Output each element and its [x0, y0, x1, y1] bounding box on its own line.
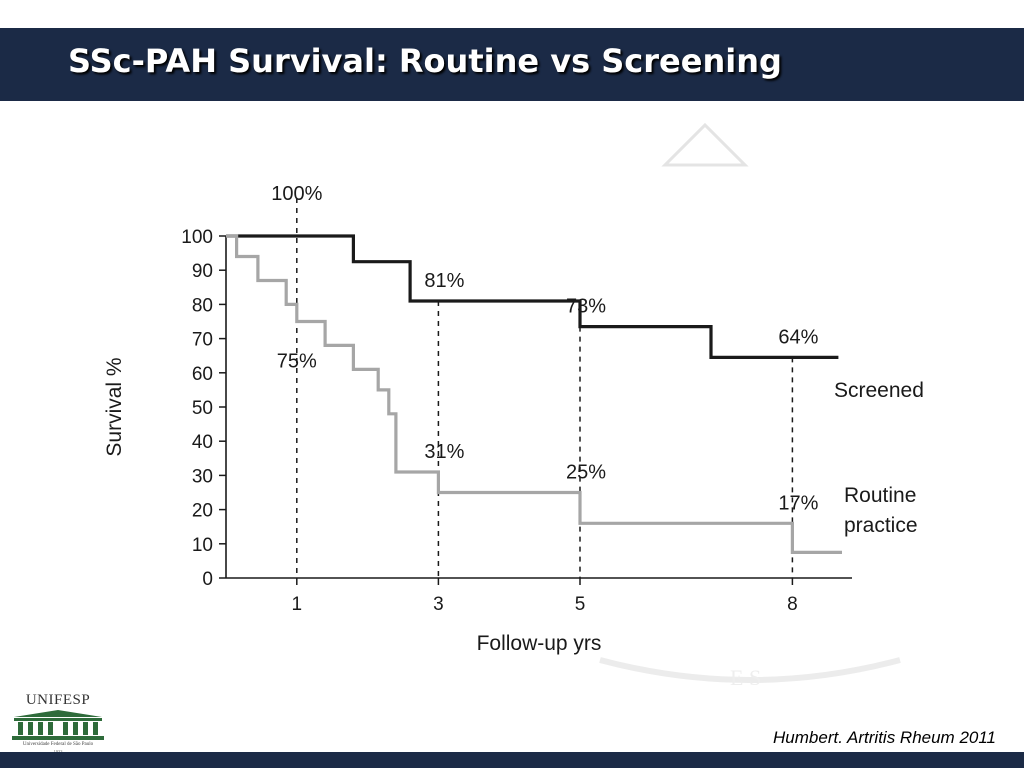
- building-icon: [12, 710, 104, 740]
- value-annotations: 100% 81% 73% 64% 75% 31% 25% 17%: [271, 183, 818, 514]
- logo-wordmark: UNIFESP: [25, 692, 91, 708]
- x-tick-label: 3: [433, 594, 444, 615]
- logo-year: 1933: [6, 749, 110, 754]
- y-tick-label: 10: [192, 535, 213, 556]
- x-tick-label: 1: [292, 594, 303, 615]
- dashed-guide-lines: [296, 198, 794, 578]
- x-axis: 1 3 5 8: [226, 577, 852, 615]
- slide-title: SSc-PAH Survival: Routine vs Screening: [68, 42, 782, 80]
- annotation-label: 25%: [566, 462, 606, 484]
- annotation-label: 73%: [566, 296, 606, 318]
- y-tick-label: 20: [192, 501, 213, 522]
- series-label: Routine: [844, 484, 916, 507]
- series-label: practice: [844, 514, 918, 537]
- annotation-label: 31%: [424, 441, 464, 463]
- bottom-bar: [0, 752, 1024, 768]
- y-tick-label: 0: [202, 569, 213, 590]
- unifesp-logo: UNIFESP Universidade Federal de São Paul…: [6, 692, 110, 762]
- y-axis: 0 10 20 30 40 50 60 70 80 90 100: [181, 227, 227, 590]
- y-tick-label: 60: [192, 364, 213, 385]
- y-tick-label: 80: [192, 295, 213, 316]
- y-axis-label: Survival %: [103, 357, 126, 456]
- y-tick-label: 30: [192, 466, 213, 487]
- screened-line: [226, 234, 839, 359]
- y-tick-label: 70: [192, 330, 213, 351]
- y-tick-label: 50: [192, 398, 213, 419]
- x-axis-label: Follow-up yrs: [477, 632, 602, 655]
- logo-subtitle: Universidade Federal de São Paulo: [22, 742, 94, 747]
- annotation-label: 81%: [424, 270, 464, 292]
- annotation-label: 64%: [778, 326, 818, 348]
- y-tick-label: 90: [192, 261, 213, 282]
- routine-practice-line: [226, 234, 842, 555]
- annotation-label: 17%: [778, 492, 818, 514]
- series-labels: Screened Routine practice: [834, 379, 924, 537]
- title-bar: [0, 28, 1024, 101]
- x-tick-label: 5: [575, 594, 586, 615]
- faded-seal-watermark: E S: [599, 122, 901, 690]
- svg-text:E S: E S: [730, 665, 761, 690]
- annotation-label: 100%: [271, 183, 322, 205]
- y-tick-label: 100: [181, 227, 213, 248]
- citation: Humbert. Artritis Rheum 2011: [773, 728, 996, 747]
- x-tick-label: 8: [787, 594, 798, 615]
- series-lines: [226, 234, 842, 555]
- y-tick-label: 40: [192, 432, 213, 453]
- series-label: Screened: [834, 379, 924, 402]
- annotation-label: 75%: [277, 351, 317, 373]
